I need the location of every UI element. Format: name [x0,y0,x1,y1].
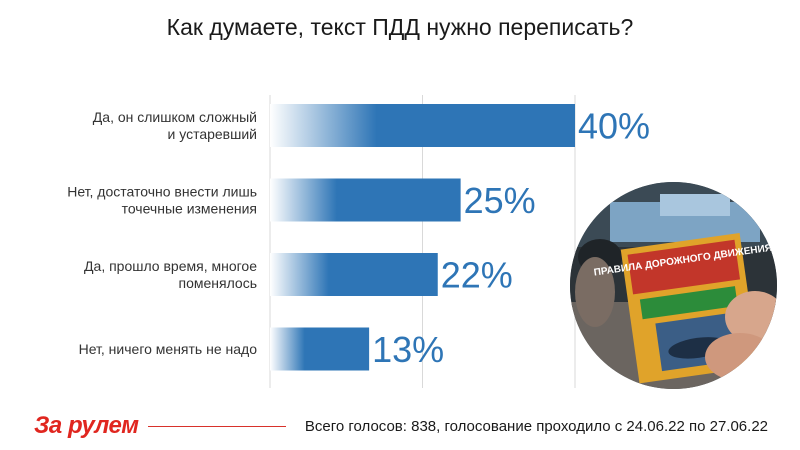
value-label: 25% [464,180,536,221]
category-label: Нет, ничего менять не надо [79,341,258,357]
bar [270,327,370,371]
category-label: Нет, достаточно внести лишь точечные изме… [67,184,257,217]
za-rulem-logo: За рулем [34,412,139,439]
footer-divider [148,426,286,427]
category-label: Да, прошло время, многое поменялось [84,258,257,291]
votes-info: Всего голосов: 838, голосование проходил… [304,418,768,435]
bar [270,178,461,222]
value-label: 22% [441,255,513,296]
chart-title: Как думаете, текст ПДД нужно переписать? [166,14,634,40]
traffic-rules-book-photo: ПРАВИЛА ДОРОЖНОГО ДВИЖЕНИЯ [570,182,777,389]
value-label: 13% [372,329,444,370]
category-label: Да, он слишком сложный и устаревший [93,109,257,142]
value-label: 40% [578,106,650,147]
bar [270,253,438,296]
bar [270,104,575,147]
